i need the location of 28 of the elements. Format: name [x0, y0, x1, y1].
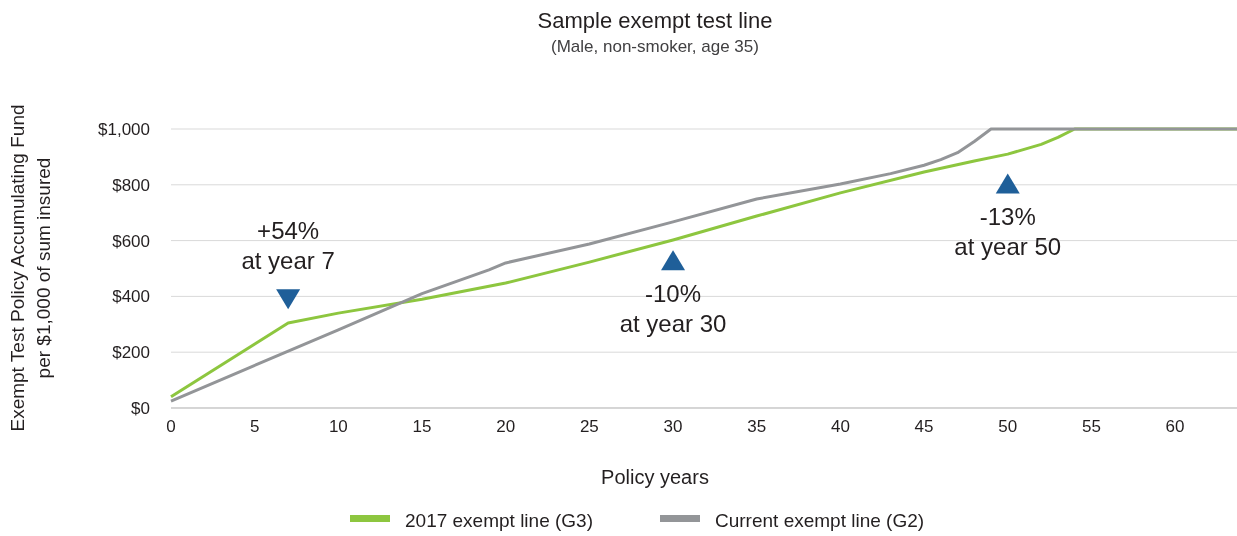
x-tick-label: 55 [1081, 417, 1101, 436]
y-tick-label: $1,000 [98, 120, 150, 139]
legend-label: Current exempt line (G2) [715, 510, 925, 531]
x-tick-label: 5 [249, 417, 260, 436]
y-tick-label: $600 [112, 231, 150, 251]
x-tick-label: 50 [998, 417, 1018, 436]
y-axis-title: Exempt Test Policy Accumulating Fund per $1,000 of sum insured [7, 104, 54, 432]
y-tick-label: $400 [112, 287, 150, 307]
annotation: -10% at year 30 [619, 280, 727, 338]
legend-label: 2017 exempt line (G3) [405, 510, 593, 531]
x-tick-label: 20 [496, 417, 516, 436]
annotation: -13% at year 50 [954, 203, 1062, 261]
annotation: +54% at year 7 [241, 217, 335, 275]
x-tick-label: 15 [412, 417, 432, 436]
x-tick-label: 25 [579, 417, 599, 436]
y-tick-label: $0 [131, 399, 150, 418]
x-tick-label: 60 [1165, 417, 1185, 436]
x-tick-label: 0 [166, 417, 176, 436]
x-axis-title: Policy years [601, 466, 709, 488]
x-tick-label: 10 [328, 417, 348, 436]
y-tick-label: $800 [112, 175, 150, 195]
y-tick-label: $200 [112, 343, 150, 363]
x-tick-label: 40 [830, 417, 850, 436]
x-tick-label: 35 [747, 417, 767, 436]
chart-title: Sample exempt test line [537, 8, 773, 33]
x-tick-label: 30 [663, 417, 683, 436]
chart-subtitle: (Male, non-smoker, age 35) [551, 37, 759, 56]
x-tick-label: 45 [914, 417, 934, 436]
